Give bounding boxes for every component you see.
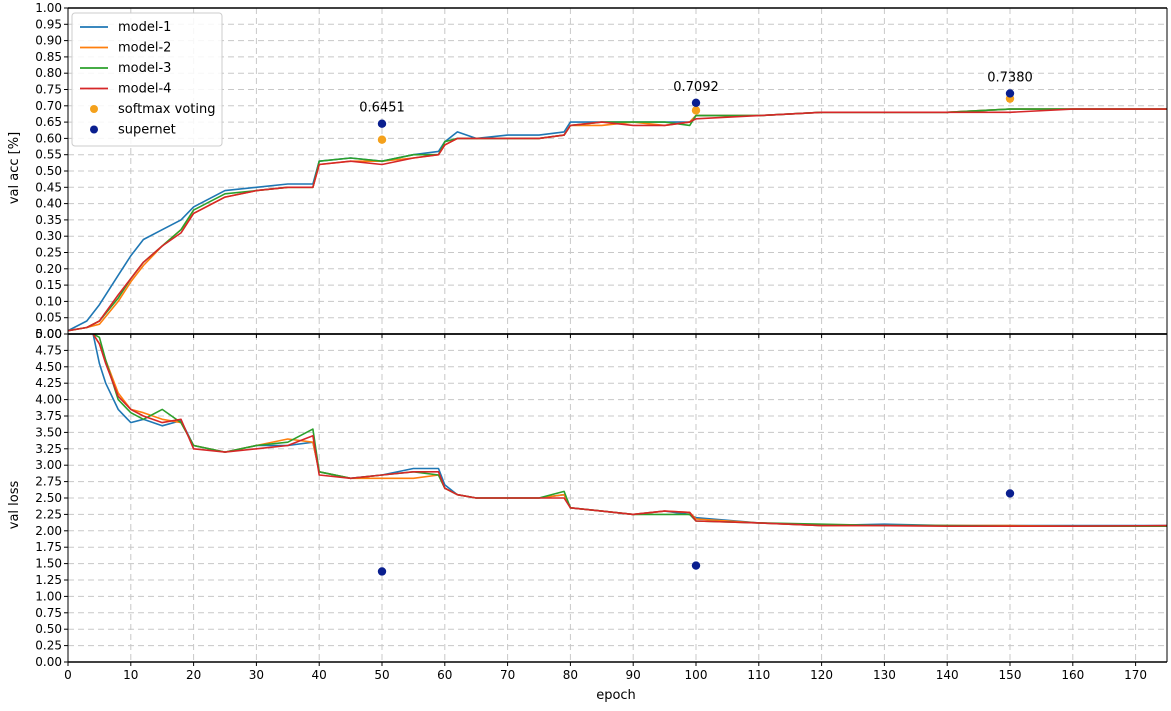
legend-label: model-4 xyxy=(118,82,171,97)
y-tick-label: 4.75 xyxy=(35,343,62,357)
y-tick-label: 0.65 xyxy=(35,115,62,129)
y-tick-label: 0.50 xyxy=(35,622,62,636)
marker-supernet xyxy=(377,567,387,576)
x-tick-label: 130 xyxy=(873,668,896,682)
y-tick-label: 0.75 xyxy=(35,606,62,620)
x-tick-label: 0 xyxy=(64,668,72,682)
x-axis-label: epoch xyxy=(596,688,636,703)
y-tick-label: 5.00 xyxy=(35,327,62,341)
x-tick-label: 170 xyxy=(1124,668,1147,682)
y-tick-label: 4.50 xyxy=(35,360,62,374)
y-tick-label: 0.70 xyxy=(35,99,62,113)
y-tick-label: 0.15 xyxy=(35,278,62,292)
y-tick-label: 0.90 xyxy=(35,34,62,48)
x-tick-label: 90 xyxy=(626,668,641,682)
x-tick-label: 110 xyxy=(747,668,770,682)
y-tick-label: 0.50 xyxy=(35,164,62,178)
bottom-ylabel: val loss xyxy=(7,481,22,530)
y-tick-label: 0.40 xyxy=(35,197,62,211)
y-tick-label: 0.85 xyxy=(35,50,62,64)
x-tick-label: 120 xyxy=(810,668,833,682)
y-tick-label: 1.00 xyxy=(35,589,62,603)
y-tick-label: 1.25 xyxy=(35,573,62,587)
y-tick-label: 4.25 xyxy=(35,376,62,390)
supernet-value-label: 0.6451 xyxy=(359,101,405,116)
y-tick-label: 0.80 xyxy=(35,66,62,80)
legend-marker xyxy=(90,105,98,113)
y-tick-label: 0.60 xyxy=(35,131,62,145)
marker-supernet xyxy=(377,119,387,128)
y-tick-label: 1.75 xyxy=(35,540,62,554)
y-tick-label: 0.95 xyxy=(35,17,62,31)
x-tick-label: 50 xyxy=(374,668,389,682)
y-tick-label: 2.75 xyxy=(35,475,62,489)
x-tick-label: 20 xyxy=(186,668,201,682)
bottom-panel-series xyxy=(92,334,1167,576)
top-panel-series xyxy=(68,89,1167,332)
x-tick-label: 70 xyxy=(500,668,515,682)
x-tick-label: 140 xyxy=(936,668,959,682)
y-tick-label: 0.30 xyxy=(35,229,62,243)
legend-label: model-2 xyxy=(118,41,171,56)
top-panel-axes: 0.00 0.05 0.10 0.15 0.20 0.25 0.30 0.35 0.40 0.45… xyxy=(35,1,1168,341)
legend-label: model-3 xyxy=(118,61,171,76)
legend: model-1 model-2 model-3 model-4 softmax voti… xyxy=(71,12,223,147)
y-tick-label: 0.45 xyxy=(35,180,62,194)
y-tick-label: 0.25 xyxy=(35,639,62,653)
x-tick-label: 40 xyxy=(312,668,327,682)
bottom-panel-grid xyxy=(67,333,1167,663)
y-tick-label: 3.50 xyxy=(35,425,62,439)
top-panel-annotations: 0.6451 0.7092 0.7380 xyxy=(359,70,1033,115)
marker-supernet xyxy=(1005,489,1015,498)
marker-supernet xyxy=(691,98,701,108)
legend-label: softmax voting xyxy=(118,102,215,117)
y-tick-label: 0.00 xyxy=(35,655,62,669)
y-tick-label: 0.00 xyxy=(35,327,62,341)
legend-label: model-1 xyxy=(118,20,171,35)
top-ylabel: val acc [%] xyxy=(7,132,22,204)
y-tick-label: 0.75 xyxy=(35,83,62,97)
y-tick-label: 0.10 xyxy=(35,294,62,308)
marker-supernet xyxy=(691,561,701,570)
y-tick-label: 2.25 xyxy=(35,507,62,521)
y-tick-label: 0.35 xyxy=(35,213,62,227)
y-tick-label: 0.05 xyxy=(35,311,62,325)
x-tick-label: 100 xyxy=(685,668,708,682)
y-tick-label: 3.75 xyxy=(35,409,62,423)
y-tick-label: 0.55 xyxy=(35,148,62,162)
marker-supernet xyxy=(1005,89,1015,98)
marker-softmax-voting xyxy=(377,135,387,144)
y-tick-label: 3.25 xyxy=(35,442,62,456)
y-tick-label: 0.20 xyxy=(35,262,62,276)
legend-marker xyxy=(90,125,98,134)
x-tick-label: 80 xyxy=(563,668,578,682)
x-tick-label: 150 xyxy=(999,668,1022,682)
x-tick-label: 160 xyxy=(1061,668,1084,682)
bottom-panel-axes: 0.00 0.25 0.50 0.75 1.00 1.25 1.50 1.75 2.00 2.25… xyxy=(35,327,1168,682)
series-line-model-4 xyxy=(68,108,1167,332)
supernet-value-label: 0.7092 xyxy=(673,80,719,95)
y-tick-label: 4.00 xyxy=(35,393,62,407)
x-tick-label: 30 xyxy=(249,668,264,682)
supernet-value-label: 0.7380 xyxy=(987,70,1033,85)
x-tick-label: 60 xyxy=(437,668,452,682)
legend-box xyxy=(71,12,223,147)
series-line-model-4 xyxy=(92,334,1167,528)
y-tick-label: 1.00 xyxy=(35,1,62,15)
y-tick-label: 2.50 xyxy=(35,491,62,505)
y-tick-label: 1.50 xyxy=(35,557,62,571)
x-tick-label: 10 xyxy=(123,668,138,682)
y-tick-label: 2.00 xyxy=(35,524,62,538)
marker-softmax-voting xyxy=(691,106,701,115)
y-tick-label: 3.00 xyxy=(35,458,62,472)
legend-label: supernet xyxy=(118,123,176,138)
y-tick-label: 0.25 xyxy=(35,246,62,260)
